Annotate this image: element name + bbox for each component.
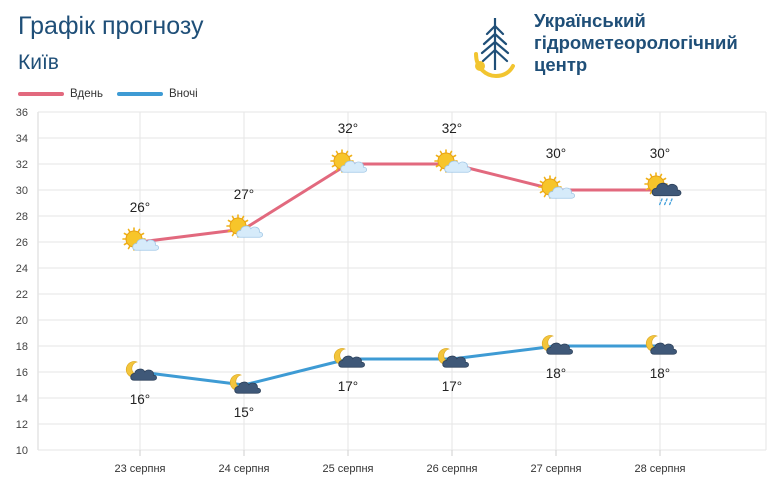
moon-cloud-icon — [333, 348, 365, 368]
y-tick-label: 14 — [16, 393, 28, 405]
y-tick-label: 30 — [16, 185, 28, 197]
y-tick-label: 10 — [16, 445, 28, 457]
org-name-line-2: гідрометеорологічний — [534, 32, 738, 53]
y-tick-label: 20 — [16, 315, 28, 327]
night-temp-label: 18° — [650, 366, 670, 381]
org-name-line-3: центр — [534, 54, 588, 75]
cloud-shape — [442, 355, 469, 368]
sun-cloud-icon — [538, 175, 575, 199]
y-tick-label: 32 — [16, 159, 28, 171]
org-name: Український гідрометеорологічний центр — [534, 10, 738, 76]
x-tick-label: 27 серпня — [530, 463, 581, 475]
y-tick-label: 12 — [16, 419, 28, 431]
sun-ray — [553, 176, 557, 181]
legend-swatch-night — [117, 92, 163, 96]
x-tick-label: 23 серпня — [114, 463, 165, 475]
sun-cloud-icon — [122, 227, 159, 251]
sun-ray — [659, 173, 663, 178]
night-temp-label: 17° — [442, 379, 462, 394]
x-tick-label: 25 серпня — [322, 463, 373, 475]
night-series-line — [139, 344, 660, 387]
moon-cloud-icon — [125, 361, 157, 381]
legend-swatch-day — [18, 92, 64, 96]
cloud-shape — [650, 342, 677, 355]
night-temp-label: 17° — [338, 379, 358, 394]
y-tick-label: 22 — [16, 289, 28, 301]
sun-ray — [140, 232, 145, 236]
moon-cloud-icon — [645, 335, 677, 355]
sun-ray — [227, 229, 232, 233]
sun-ray — [127, 228, 131, 233]
y-tick-label: 36 — [16, 107, 28, 119]
night-temp-label: 16° — [130, 392, 150, 407]
page-title: Графік прогнозу — [18, 12, 204, 40]
sun-ray — [543, 193, 547, 198]
sun-ray — [335, 167, 339, 172]
night-temp-label: 18° — [546, 366, 566, 381]
cloud-shape — [132, 238, 159, 251]
y-tick-label: 16 — [16, 367, 28, 379]
rain-drop — [658, 198, 663, 207]
day-temp-label: 32° — [338, 121, 358, 136]
sun-ray — [241, 215, 245, 220]
moon-cloud-icon — [541, 335, 573, 355]
cloud-shape — [651, 182, 682, 197]
sun-ray — [439, 167, 443, 172]
city-name: Київ — [18, 51, 59, 74]
legend-label-day: Вдень — [70, 88, 103, 100]
sun-ray — [137, 228, 141, 233]
cloud-shape — [546, 342, 573, 355]
rain-drop — [663, 198, 668, 207]
y-tick-label: 26 — [16, 237, 28, 249]
sun-ray — [127, 245, 131, 250]
sun-ray — [244, 219, 249, 223]
x-tick-label: 26 серпня — [426, 463, 477, 475]
cloud-shape — [444, 160, 471, 173]
x-tick-label: 28 серпня — [634, 463, 685, 475]
sun-cloud-icon — [434, 149, 471, 173]
cloud-shape — [236, 225, 263, 238]
y-tick-label: 18 — [16, 341, 28, 353]
org-name-line-1: Український — [534, 10, 646, 31]
legend-item-day[interactable]: Вдень — [18, 88, 103, 100]
sun-ray — [649, 173, 653, 178]
cloud-shape — [130, 368, 157, 381]
day-temp-label: 32° — [442, 121, 462, 136]
cloud-shape — [234, 381, 261, 394]
sun-ray — [439, 150, 443, 155]
cloud-shape — [338, 355, 365, 368]
legend-label-night: Вночі — [169, 88, 198, 100]
moon-cloud-icon — [229, 374, 261, 394]
chart-legend: Вдень Вночі — [18, 88, 212, 100]
day-temp-label: 26° — [130, 200, 150, 215]
sun-ray — [543, 176, 547, 181]
uhmc-logo-icon — [474, 16, 515, 78]
day-temp-label: 30° — [546, 146, 566, 161]
moon-cloud-icon — [437, 348, 469, 368]
day-temp-label: 27° — [234, 187, 254, 202]
sun-cloud-icon — [226, 214, 263, 238]
sun-rain-cloud-icon — [644, 172, 682, 207]
day-temp-label: 30° — [650, 146, 670, 161]
cloud-shape — [548, 186, 575, 199]
sun-ray — [449, 150, 453, 155]
cloud-shape — [340, 160, 367, 173]
day-series-line — [139, 162, 660, 244]
sun-ray — [231, 215, 235, 220]
night-temp-label: 15° — [234, 405, 254, 420]
sun-cloud-icon — [330, 149, 367, 173]
rain-drop — [668, 198, 673, 207]
sun-ray — [335, 150, 339, 155]
sun-ray — [345, 150, 349, 155]
sun-ray — [649, 190, 653, 195]
sun-ray — [231, 232, 235, 237]
x-tick-label: 24 серпня — [218, 463, 269, 475]
legend-item-night[interactable]: Вночі — [117, 88, 198, 100]
y-tick-label: 24 — [16, 263, 28, 275]
y-tick-label: 34 — [16, 133, 28, 145]
y-tick-label: 28 — [16, 211, 28, 223]
sun-ray — [227, 219, 232, 223]
